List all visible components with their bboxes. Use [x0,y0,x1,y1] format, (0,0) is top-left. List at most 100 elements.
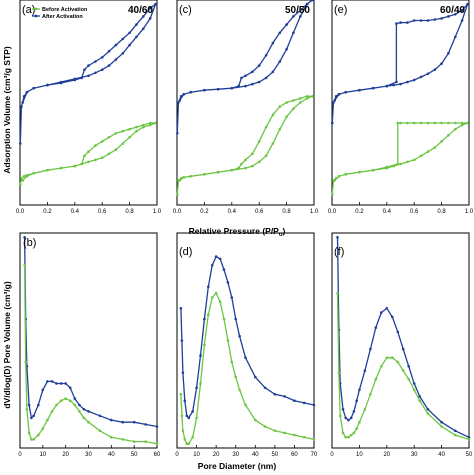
data-point [299,101,302,104]
data-point [341,431,345,435]
data-point [218,257,222,261]
data-point [407,365,411,368]
data-point [94,158,97,162]
data-point [254,375,257,379]
data-point [412,78,416,82]
data-point [181,371,185,375]
data-point [257,80,261,84]
x-tick-label: 60 [291,452,298,458]
data-point [467,436,471,439]
data-point [210,264,214,267]
data-point [214,291,218,295]
data-point [412,388,416,392]
data-point [426,150,430,153]
data-point [37,433,40,437]
data-point [195,386,198,390]
data-point [80,76,83,80]
data-point [155,425,159,428]
data-point [263,425,267,428]
data-point [179,307,183,310]
data-point [418,395,422,398]
data-point [226,339,230,342]
data-point [30,416,33,420]
data-point [418,399,422,403]
data-point [59,382,63,385]
data-point [244,84,247,88]
data-point [358,388,361,392]
data-point [251,152,254,156]
data-point [55,382,58,385]
x-tick-label: 1.0 [153,209,162,215]
data-point [447,121,450,125]
data-point [426,19,430,22]
data-point [355,427,359,430]
composition-label: 40/60 [128,5,153,16]
data-point [185,442,189,446]
data-point [114,43,118,47]
x-tick-label: 60 [154,452,161,458]
data-point [230,360,234,364]
data-point [460,123,464,127]
data-point [396,330,400,334]
data-point [195,416,198,420]
data-point [407,377,411,381]
data-point [128,43,131,47]
x-tick-label: 50 [272,452,279,458]
data-point [121,129,125,133]
data-point [100,140,104,143]
data-point [380,311,383,314]
data-point [216,87,220,91]
data-point [203,88,206,92]
x-tick-label: 20 [213,452,220,458]
data-point [244,74,247,78]
data-point [46,380,49,383]
data-point [412,382,416,385]
data-point [305,95,309,98]
data-point [385,356,389,360]
panel-label: (f) [334,246,344,258]
data-point [419,75,423,79]
data-point [121,37,125,41]
data-point [374,326,378,329]
x-tick-label: 70 [311,452,318,458]
data-point [178,99,181,102]
panel-b: 0 10 20 30 40 50 60 (b) [18,232,161,458]
data-point [183,399,187,403]
series-line-after [180,255,315,419]
panel-frame [331,232,470,449]
data-point [19,142,22,145]
data-point [292,15,295,18]
data-point [32,438,35,441]
data-point [121,142,125,145]
data-point [87,150,90,153]
data-point [380,365,383,368]
data-point [24,360,28,364]
data-point [210,296,214,299]
data-point [82,408,86,411]
composition-label: 50/50 [285,5,310,16]
x-tick-label: 0.4 [228,209,237,215]
data-point [412,158,416,162]
panel-label: (c) [179,4,192,16]
data-point [148,123,152,127]
data-point [396,360,400,364]
data-point [352,431,356,435]
data-point [334,177,338,180]
data-point [222,268,226,271]
data-point [285,115,288,119]
data-point [385,165,389,169]
data-point [333,179,337,182]
data-point [338,414,342,418]
x-tick-label: 0.2 [200,209,209,215]
data-point [440,17,443,20]
data-point [312,438,316,441]
data-point [433,18,437,21]
data-point [302,436,306,439]
data-point [87,410,90,413]
x-tick-label: 10 [356,452,363,458]
x-tick-label: 30 [85,452,92,458]
data-point [178,179,181,182]
x-tick-label: 0.0 [328,209,337,215]
data-point [148,121,152,125]
